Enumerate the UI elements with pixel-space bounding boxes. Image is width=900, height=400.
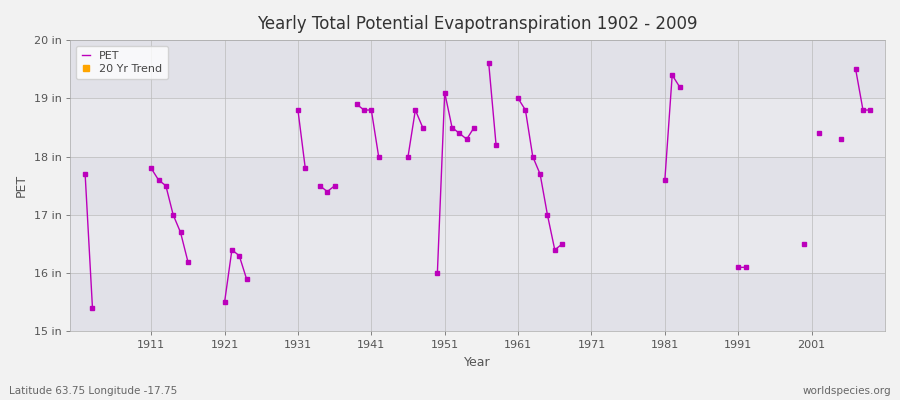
- X-axis label: Year: Year: [464, 356, 491, 369]
- PET: [858, 108, 868, 112]
- Line: PET: PET: [86, 23, 870, 308]
- Y-axis label: PET: PET: [15, 174, 28, 197]
- PET: [80, 172, 91, 176]
- Bar: [70, 157, 885, 215]
- Title: Yearly Total Potential Evapotranspiration 1902 - 2009: Yearly Total Potential Evapotranspiratio…: [257, 15, 698, 33]
- Bar: [70, 98, 885, 157]
- Bar: [70, 215, 885, 273]
- Text: Latitude 63.75 Longitude -17.75: Latitude 63.75 Longitude -17.75: [9, 386, 177, 396]
- PET: [454, 131, 464, 136]
- Bar: [70, 40, 885, 98]
- PET: [865, 108, 876, 112]
- Legend: PET, 20 Yr Trend: PET, 20 Yr Trend: [76, 46, 168, 79]
- Text: worldspecies.org: worldspecies.org: [803, 386, 891, 396]
- PET: [167, 212, 178, 217]
- Bar: [70, 273, 885, 332]
